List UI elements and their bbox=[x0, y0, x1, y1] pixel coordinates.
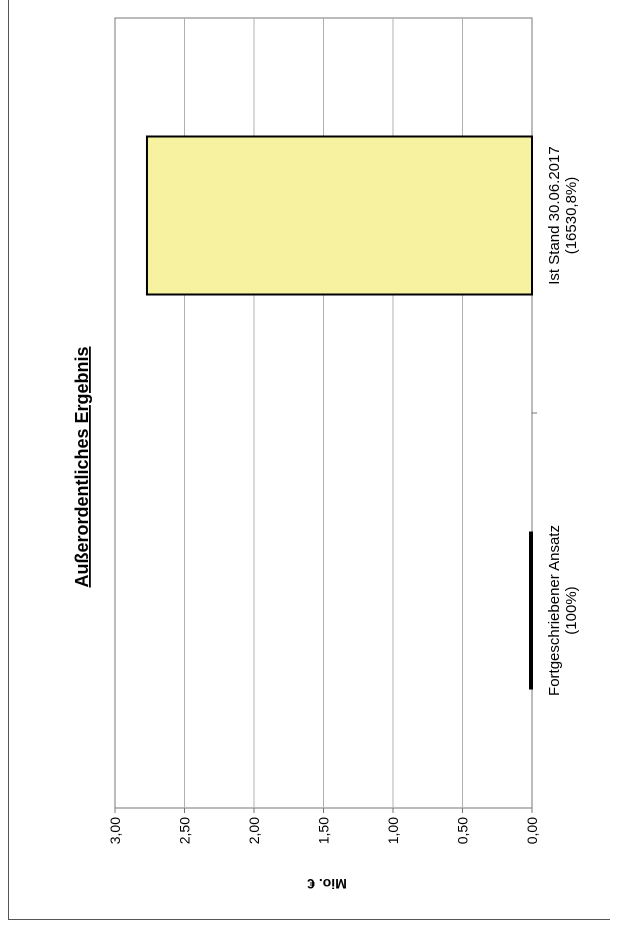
page-frame bbox=[8, 0, 610, 920]
y-tick-label: 2,50 bbox=[177, 817, 193, 844]
y-axis-label: Mio. € bbox=[307, 876, 347, 892]
y-tick-label: 3,00 bbox=[107, 817, 123, 844]
y-tick-label: 2,00 bbox=[246, 817, 262, 844]
y-tick-label: 1,00 bbox=[385, 817, 401, 844]
x-tick-label: (100%) bbox=[563, 586, 580, 634]
y-tick-label: 0,50 bbox=[455, 817, 471, 844]
x-tick-labels: Fortgeschriebener Ansatz (100%) Ist Stand … bbox=[546, 146, 580, 696]
y-tick-labels: 0,00 0,50 1,00 1,50 2,00 2,50 3,00 bbox=[107, 817, 540, 844]
chart-title: Außerordentliches Ergebnis bbox=[72, 346, 92, 587]
bars bbox=[145, 135, 533, 690]
x-tick-label: (16530,8%) bbox=[563, 177, 580, 255]
y-tick-label: 0,00 bbox=[524, 817, 540, 844]
x-tick-label: Fortgeschriebener Ansatz bbox=[546, 525, 563, 696]
y-tick-label: 1,50 bbox=[316, 817, 332, 844]
x-tick-label: Ist Stand 30.06.2017 bbox=[546, 146, 563, 284]
bar bbox=[145, 135, 533, 296]
